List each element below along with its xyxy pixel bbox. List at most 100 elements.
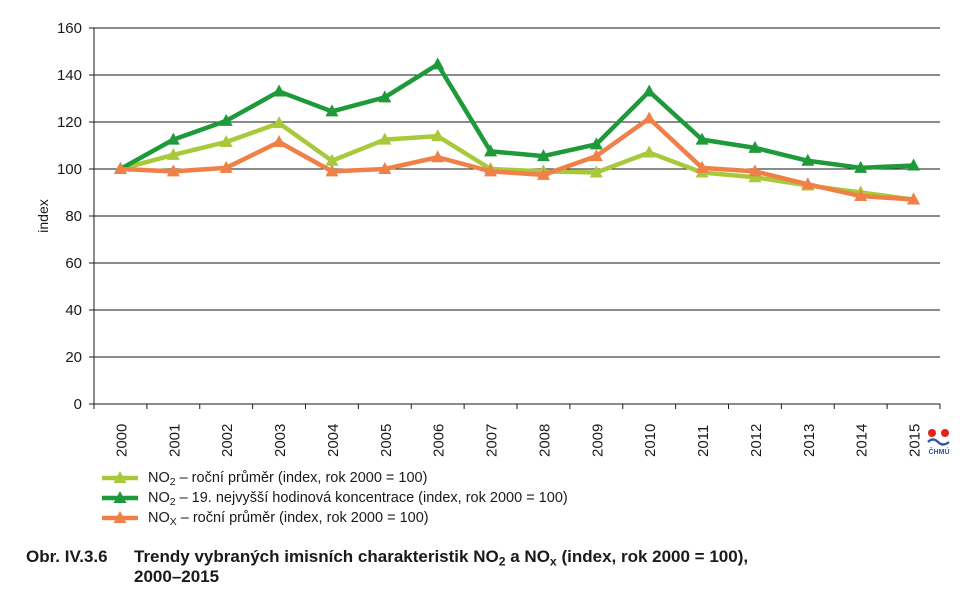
y-axis-label: index bbox=[35, 199, 51, 232]
series-line-no2-19th-hourly bbox=[118, 62, 916, 172]
legend-label-part: NO bbox=[148, 490, 170, 506]
x-tick-label: 2008 bbox=[536, 424, 553, 457]
x-tick-label: 2012 bbox=[748, 424, 765, 457]
series-nox-annual bbox=[113, 111, 921, 205]
data-point-nox-annual bbox=[325, 164, 339, 177]
y-tick-label: 40 bbox=[65, 302, 82, 319]
caption-subscript: x bbox=[549, 554, 557, 569]
data-point-nox-annual bbox=[431, 150, 445, 163]
data-point-no2-19th-hourly bbox=[166, 132, 180, 145]
data-point-nox-annual bbox=[801, 177, 815, 190]
data-point-no2-annual bbox=[325, 153, 339, 166]
data-point-no2-19th-hourly bbox=[378, 90, 392, 103]
data-point-nox-annual bbox=[748, 164, 762, 177]
legend-label-subscript: 2 bbox=[169, 497, 176, 509]
x-tick-label: 2013 bbox=[801, 424, 818, 457]
caption-title-part: Trendy vybraných imisních charakteristik… bbox=[134, 547, 499, 566]
legend-label-part: – 19. nejvyšší hodinová koncentrace (ind… bbox=[175, 490, 568, 506]
y-tick-label: 80 bbox=[65, 208, 82, 225]
data-point-no2-19th-hourly bbox=[272, 84, 286, 97]
logo-red-dot-right bbox=[941, 429, 949, 437]
y-tick-label: 140 bbox=[57, 67, 82, 84]
logo-blue-wave bbox=[927, 438, 950, 446]
caption-line-2: 2000–2015 bbox=[134, 567, 220, 586]
data-point-nox-annual bbox=[219, 160, 233, 173]
legend-swatch-no2-19th-hourly bbox=[102, 491, 138, 503]
caption-line-1: Obr. IV.3.6 Trendy vybraných imisních cha… bbox=[26, 547, 749, 569]
x-tick-label: 2007 bbox=[484, 424, 501, 457]
data-point-no2-annual bbox=[431, 129, 445, 142]
legend: NO2 – roční průměr (index, rok 2000 = 10… bbox=[100, 468, 568, 528]
x-tick-label: 2005 bbox=[378, 424, 395, 457]
gridlines bbox=[89, 27, 940, 405]
legend-swatch-marker bbox=[113, 511, 127, 523]
chmu-logo: ČHMÚ bbox=[925, 428, 955, 456]
data-point-nox-annual bbox=[907, 192, 921, 205]
data-point-no2-annual bbox=[219, 134, 233, 147]
x-tick-label: 2002 bbox=[219, 424, 236, 457]
caption-title-part: (index, rok 2000 = 100), bbox=[556, 547, 749, 566]
legend-item-no2-annual: NO2 – roční průměr (index, rok 2000 = 10… bbox=[100, 468, 568, 488]
figure-caption: Obr. IV.3.6 Trendy vybraných imisních cha… bbox=[26, 547, 748, 587]
x-tick-label: 2006 bbox=[431, 424, 448, 457]
data-point-no2-annual bbox=[272, 116, 286, 129]
series-line-nox-annual bbox=[118, 116, 916, 202]
data-point-nox-annual bbox=[484, 164, 498, 177]
x-tick-label: 2014 bbox=[854, 424, 871, 457]
y-tick-label: 60 bbox=[65, 255, 82, 272]
legend-item-no2-19th-hourly: NO2 – 19. nejvyšší hodinová koncentrace … bbox=[100, 488, 568, 508]
legend-label: NO2 – roční průměr (index, rok 2000 = 10… bbox=[148, 468, 427, 488]
x-tick-label: 2001 bbox=[166, 424, 183, 457]
x-tick-label: 2015 bbox=[907, 424, 924, 457]
data-point-no2-19th-hourly bbox=[219, 113, 233, 126]
legend-label-subscript: X bbox=[169, 517, 177, 529]
data-point-no2-annual bbox=[378, 132, 392, 145]
data-point-nox-annual bbox=[113, 162, 127, 174]
x-axis: 2000 2001 2002 2003 2004 2005 2006 2007 2008 2009… bbox=[93, 404, 941, 457]
legend-label-part: – roční průměr (index, rok 2000 = 100) bbox=[175, 470, 428, 486]
caption-title-part: a NO bbox=[505, 547, 550, 566]
data-point-nox-annual bbox=[642, 111, 656, 124]
caption-subscript: 2 bbox=[498, 554, 506, 569]
legend-label: NOX – roční průměr (index, rok 2000 = 10… bbox=[148, 508, 429, 528]
data-point-no2-19th-hourly bbox=[642, 84, 656, 97]
data-point-no2-19th-hourly bbox=[907, 158, 921, 171]
data-point-nox-annual bbox=[589, 149, 603, 162]
legend-swatch-no2-annual bbox=[102, 471, 138, 483]
figure-number: Obr. IV.3.6 bbox=[26, 547, 108, 566]
data-point-no2-19th-hourly bbox=[748, 140, 762, 153]
data-point-no2-annual bbox=[166, 147, 180, 160]
data-point-no2-19th-hourly bbox=[854, 160, 868, 173]
legend-label-subscript: 2 bbox=[169, 477, 176, 489]
data-point-nox-annual bbox=[695, 160, 709, 173]
legend-swatch-nox-annual bbox=[102, 511, 138, 523]
legend-label: NO2 – 19. nejvyšší hodinová koncentrace … bbox=[148, 488, 568, 508]
legend-swatch-marker bbox=[113, 491, 127, 503]
data-point-nox-annual bbox=[854, 189, 868, 202]
data-point-no2-19th-hourly bbox=[325, 104, 339, 117]
logo-red-dot-left bbox=[928, 429, 936, 437]
y-tick-label: 120 bbox=[57, 114, 82, 131]
series-line-no2-annual bbox=[118, 120, 916, 202]
chmu-logo-icon: ČHMÚ bbox=[927, 429, 950, 456]
x-tick-label: 2009 bbox=[589, 424, 606, 457]
series-group bbox=[113, 57, 921, 205]
data-point-no2-annual bbox=[589, 165, 603, 178]
y-tick-label: 100 bbox=[57, 161, 82, 178]
x-tick-label: 2010 bbox=[642, 424, 659, 457]
data-point-nox-annual bbox=[166, 164, 180, 177]
y-tick-label: 20 bbox=[65, 349, 82, 366]
data-point-no2-19th-hourly bbox=[431, 57, 445, 70]
legend-label-part: NO bbox=[148, 510, 170, 526]
y-tick-label: 160 bbox=[57, 20, 82, 37]
legend-label-part: NO bbox=[148, 470, 170, 486]
series-no2-19th-hourly bbox=[113, 57, 921, 174]
data-point-no2-19th-hourly bbox=[801, 153, 815, 166]
caption-title: Trendy vybraných imisních charakteristik… bbox=[134, 547, 749, 569]
x-tick-label: 2000 bbox=[113, 424, 130, 457]
data-point-nox-annual bbox=[272, 134, 286, 147]
x-tick-label: 2003 bbox=[272, 424, 289, 457]
data-point-nox-annual bbox=[536, 167, 550, 180]
legend-swatch-marker bbox=[113, 471, 127, 483]
logo-text: ČHMÚ bbox=[929, 447, 950, 456]
